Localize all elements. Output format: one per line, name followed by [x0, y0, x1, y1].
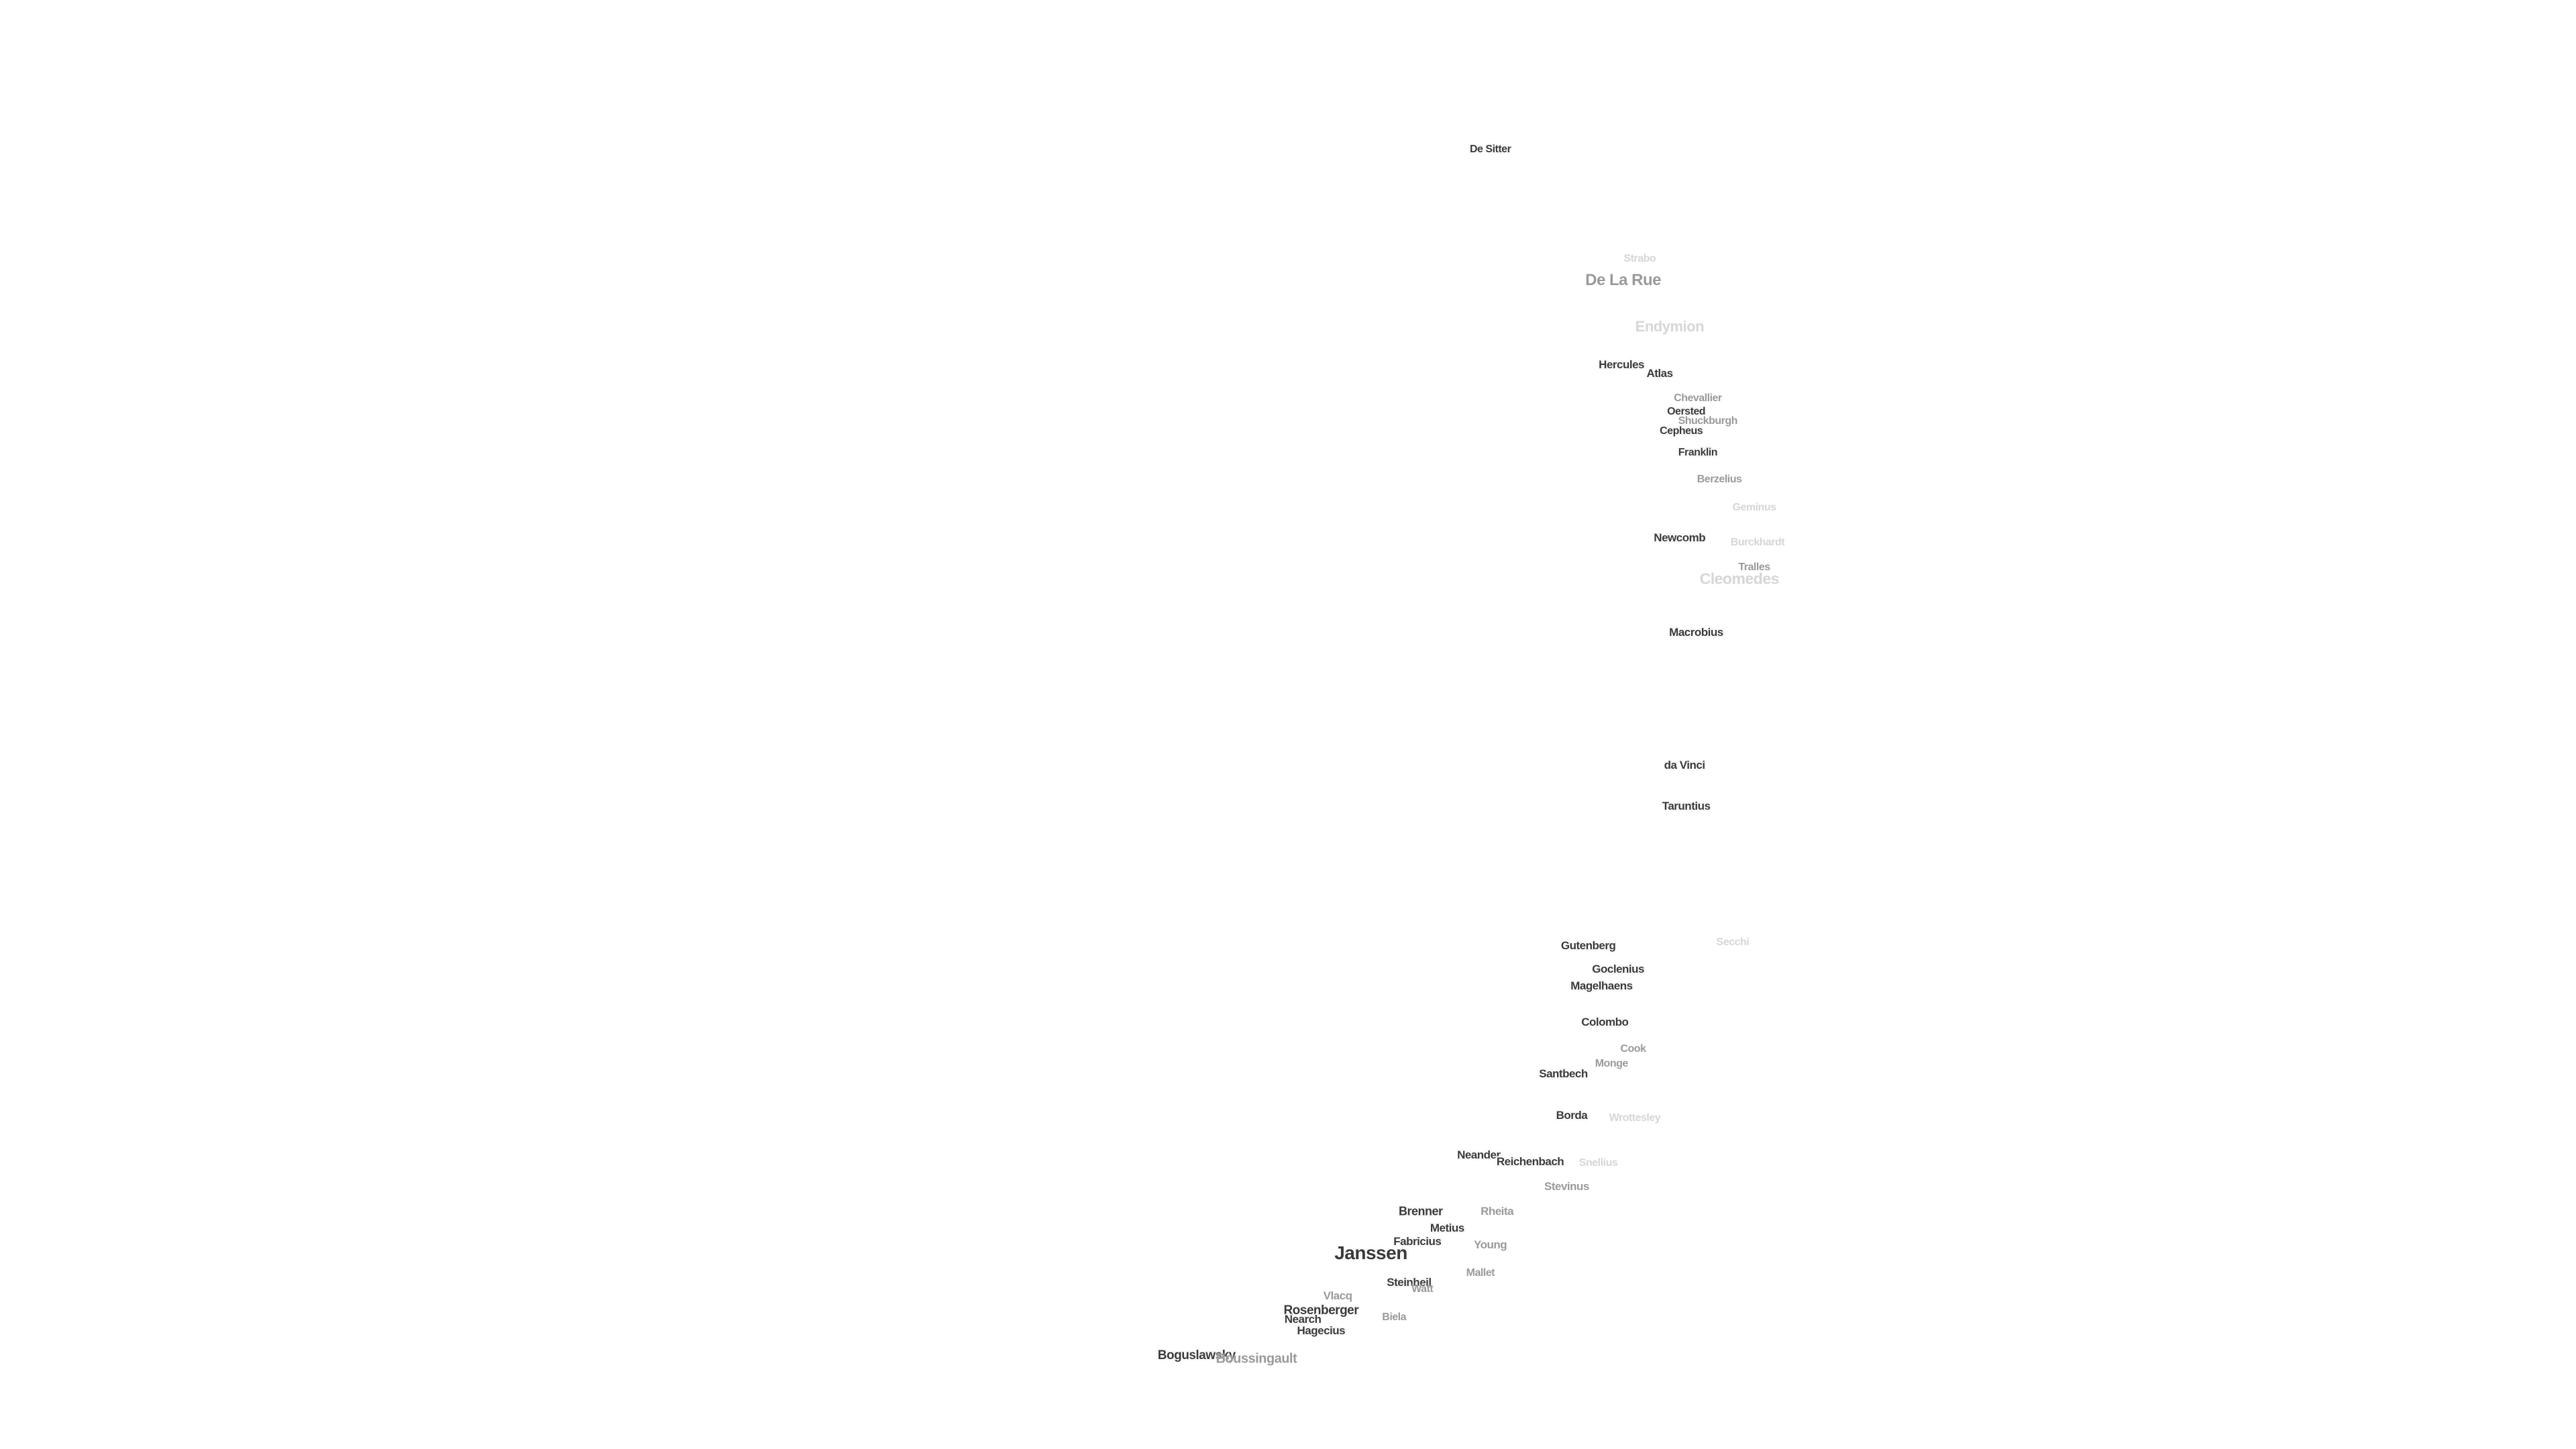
crater-label: Atlas — [1646, 366, 1673, 380]
crater-label: Reichenbach — [1496, 1155, 1564, 1168]
crater-label: da Vinci — [1664, 758, 1705, 771]
crater-label: Watt — [1411, 1283, 1434, 1295]
crater-label: Chevallier — [1674, 392, 1722, 404]
crater-label: Santbech — [1539, 1067, 1588, 1080]
crater-label: Gutenberg — [1560, 939, 1616, 953]
crater-label: Shuckburgh — [1678, 415, 1738, 427]
crater-label: Colombo — [1581, 1015, 1629, 1028]
crater-label: Stevinus — [1544, 1179, 1589, 1193]
crater-label: Metius — [1430, 1221, 1464, 1234]
crater-label: Newcomb — [1654, 531, 1706, 544]
crater-label: Rheita — [1481, 1205, 1514, 1218]
crater-label: Franklin — [1678, 447, 1718, 459]
crater-label: Magelhaens — [1570, 979, 1633, 992]
crater-label: Brenner — [1398, 1204, 1443, 1218]
crater-label: Berzelius — [1697, 473, 1742, 485]
crater-label: Young — [1474, 1238, 1507, 1251]
crater-label: Macrobius — [1669, 625, 1723, 639]
crater-label: Oersted — [1667, 405, 1706, 417]
crater-label: Janssen — [1334, 1242, 1407, 1263]
crater-label: Fabricius — [1393, 1234, 1442, 1248]
crater-label: Strabo — [1623, 252, 1656, 264]
crater-label: Taruntius — [1662, 800, 1711, 813]
crater-label: Hercules — [1599, 358, 1645, 372]
crater-label: Vlacq — [1323, 1289, 1352, 1303]
crater-label: Neander — [1457, 1148, 1501, 1161]
crater-label: Biela — [1382, 1311, 1407, 1324]
crater-label: Boussingault — [1216, 1351, 1297, 1366]
crater-label: Borda — [1556, 1108, 1588, 1122]
crater-label: Tralles — [1738, 561, 1770, 574]
crater-label: Cleomedes — [1699, 570, 1780, 588]
crater-label: Nearch — [1284, 1312, 1322, 1326]
crater-label: Cepheus — [1660, 425, 1703, 437]
crater-label: Mallet — [1466, 1267, 1495, 1279]
crater-label: Rosenberger — [1283, 1303, 1359, 1318]
crater-label: Burckhardt — [1730, 536, 1785, 548]
crater-label: Steinheil — [1387, 1276, 1432, 1289]
crater-label: Monge — [1595, 1057, 1629, 1069]
crater-label: Secchi — [1716, 936, 1750, 949]
crater-label: Hagecius — [1297, 1324, 1346, 1338]
crater-label: De Sitter — [1469, 143, 1511, 155]
crater-label: De La Rue — [1585, 271, 1661, 290]
crater-label: Endymion — [1635, 318, 1705, 335]
crater-label: Geminus — [1732, 502, 1776, 514]
crater-label: Boguslawsky — [1157, 1348, 1236, 1363]
crater-label: Goclenius — [1592, 962, 1644, 975]
crater-label: Wrottesley — [1609, 1112, 1661, 1124]
crater-label: Snellius — [1578, 1157, 1618, 1169]
crater-label: Cook — [1620, 1042, 1646, 1055]
